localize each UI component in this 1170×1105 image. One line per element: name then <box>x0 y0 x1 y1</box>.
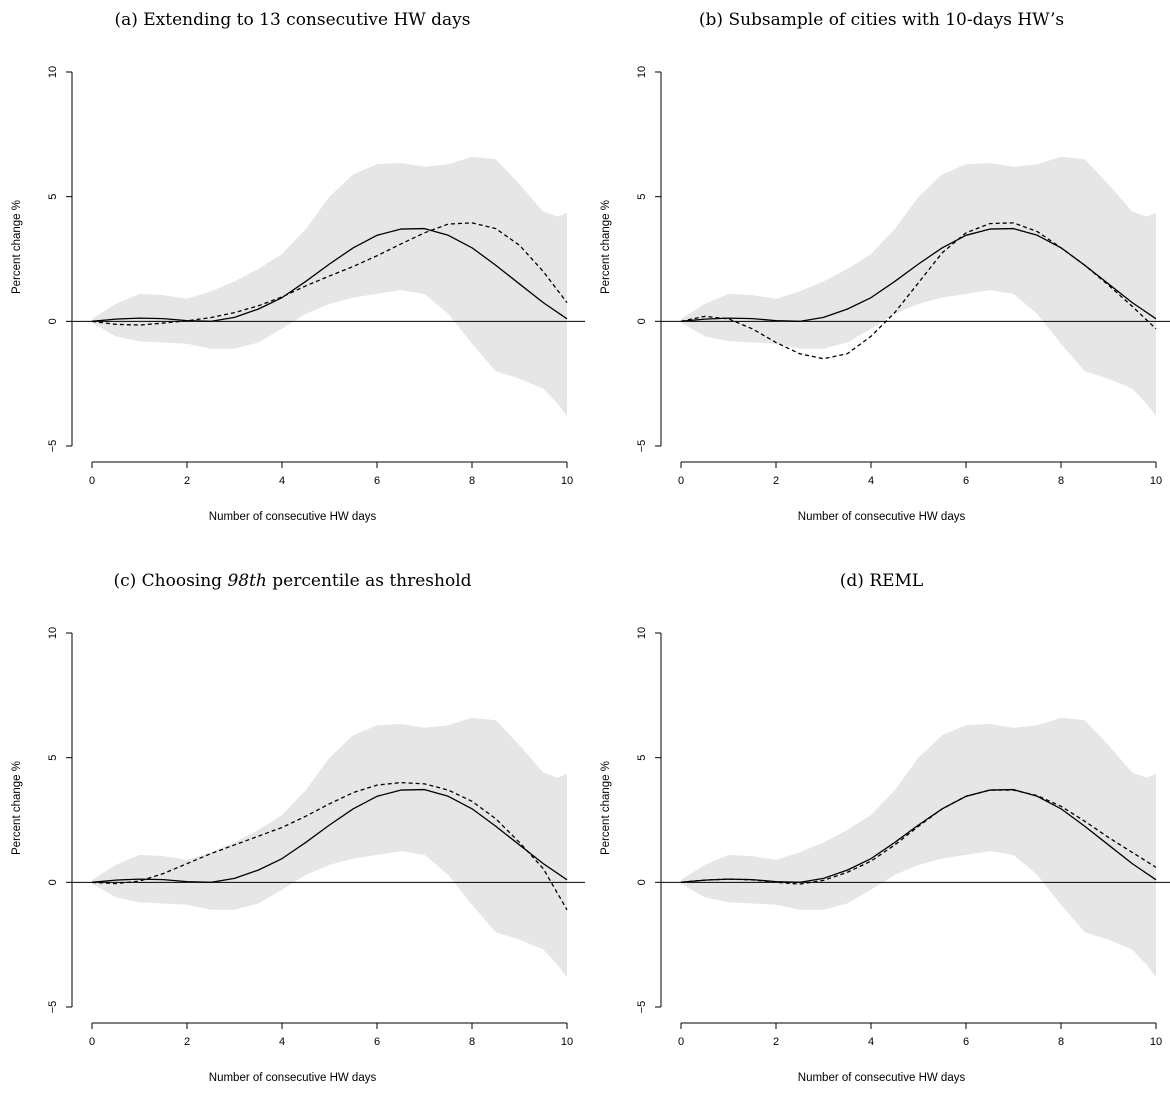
x-tick-label: 4 <box>279 475 285 487</box>
x-tick-label: 10 <box>561 1036 573 1048</box>
x-tick-label: 4 <box>279 1036 285 1048</box>
dashed-series-line <box>91 781 568 911</box>
y-tick-label: −5 <box>636 1001 648 1014</box>
panel-d: (d) REML Percent change % Number of cons… <box>589 561 1170 1105</box>
x-axis-label: Number of consecutive HW days <box>797 1072 966 1084</box>
dashed-series-line <box>680 222 1157 360</box>
panel-title: (a) Extending to 13 consecutive HW days <box>114 10 471 30</box>
y-tick-label: 5 <box>47 194 59 200</box>
x-tick-label: 0 <box>678 1036 684 1048</box>
plot-area: 0 2 4 6 8 10 −5 0 5 10 <box>47 627 585 1048</box>
y-tick-label: −5 <box>636 440 648 453</box>
x-tick-label: 4 <box>868 475 874 487</box>
x-tick-label: 6 <box>374 475 380 487</box>
x-tick-label: 10 <box>1150 1036 1162 1048</box>
x-tick-label: 4 <box>868 1036 874 1048</box>
plot-area: 0 2 4 6 8 10 −5 0 5 10 <box>636 66 1170 487</box>
y-tick-label: 5 <box>636 755 648 761</box>
panel-title: (b) Subsample of cities with 10-days HW’… <box>698 10 1065 30</box>
panel-title: (d) REML <box>839 571 924 591</box>
x-tick-label: 6 <box>374 1036 380 1048</box>
x-tick-label: 0 <box>89 475 95 487</box>
x-tick-label: 6 <box>963 1036 969 1048</box>
panel-a: (a) Extending to 13 consecutive HW days … <box>0 0 585 544</box>
x-tick-label: 8 <box>1058 475 1064 487</box>
confidence-band <box>92 717 567 978</box>
x-axis-label: Number of consecutive HW days <box>208 1072 377 1084</box>
y-tick-label: 5 <box>47 755 59 761</box>
x-tick-label: 8 <box>1058 1036 1064 1048</box>
y-tick-label: 10 <box>47 66 59 78</box>
confidence-band <box>681 717 1156 978</box>
solid-series-line <box>91 227 568 322</box>
panel-b: (b) Subsample of cities with 10-days HW’… <box>589 0 1170 544</box>
x-axis-label: Number of consecutive HW days <box>208 511 377 523</box>
x-tick-label: 10 <box>561 475 573 487</box>
confidence-band <box>92 156 567 417</box>
y-tick-label: 0 <box>636 318 648 324</box>
x-tick-label: 2 <box>184 475 190 487</box>
x-tick-label: 0 <box>89 1036 95 1048</box>
x-tick-label: 2 <box>773 475 779 487</box>
plot-area: 0 2 4 6 8 10 −5 0 5 10 <box>47 66 585 487</box>
x-tick-label: 0 <box>678 475 684 487</box>
plot-area: 0 2 4 6 8 10 −5 0 5 10 <box>636 627 1170 1048</box>
x-tick-label: 2 <box>773 1036 779 1048</box>
y-tick-label: 0 <box>47 879 59 885</box>
x-tick-label: 8 <box>469 1036 475 1048</box>
x-tick-label: 8 <box>469 475 475 487</box>
x-tick-label: 10 <box>1150 475 1162 487</box>
y-tick-label: 10 <box>636 66 648 78</box>
dashed-series-line <box>680 789 1157 885</box>
y-tick-label: 0 <box>636 879 648 885</box>
y-tick-label: 10 <box>636 627 648 639</box>
y-tick-label: 10 <box>47 627 59 639</box>
y-tick-label: 0 <box>47 318 59 324</box>
confidence-band <box>681 156 1156 417</box>
solid-series-line <box>91 788 568 883</box>
panel-title: (c) Choosing 98th percentile as threshol… <box>113 571 472 591</box>
x-tick-label: 2 <box>184 1036 190 1048</box>
y-tick-label: 5 <box>636 194 648 200</box>
panel-c: (c) Choosing 98th percentile as threshol… <box>0 561 585 1105</box>
dashed-series-line <box>91 222 568 326</box>
x-tick-label: 6 <box>963 475 969 487</box>
y-tick-label: −5 <box>47 440 59 453</box>
x-axis-label: Number of consecutive HW days <box>797 511 966 523</box>
y-tick-label: −5 <box>47 1001 59 1014</box>
